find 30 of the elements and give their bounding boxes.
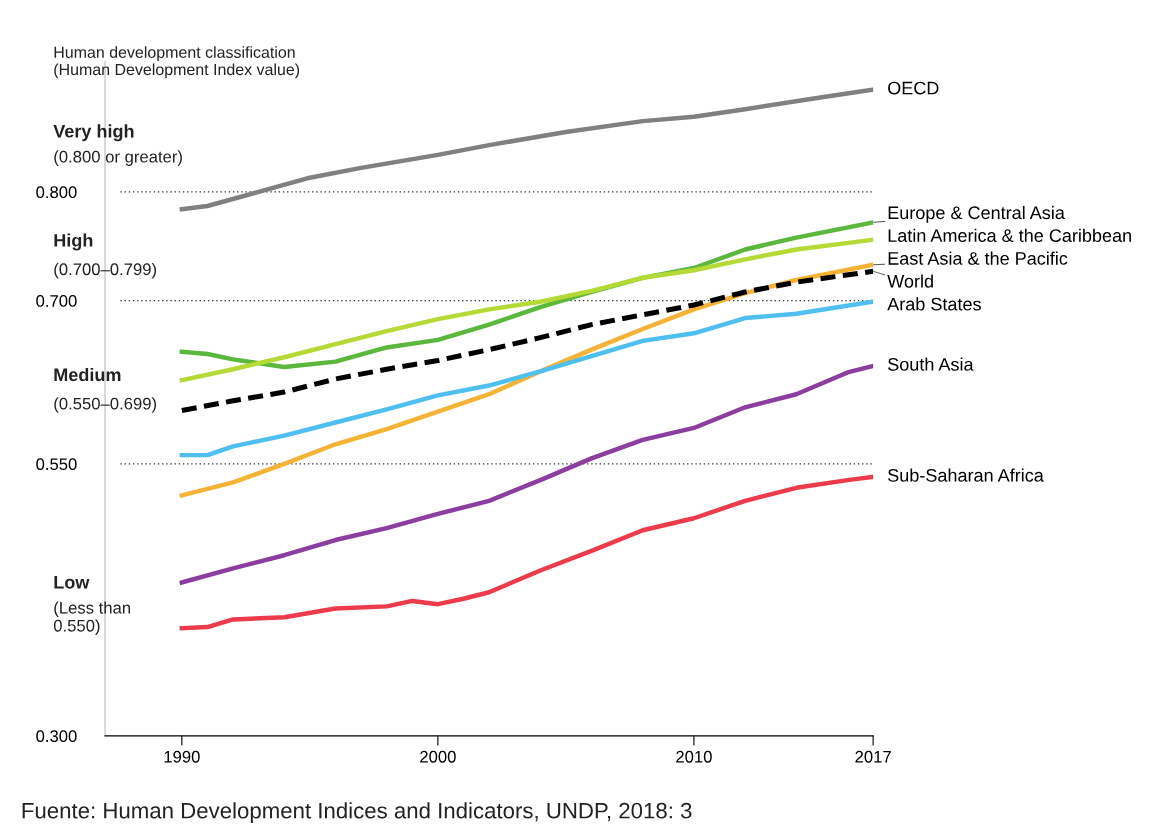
text: Low <box>54 576 90 589</box>
annotation: Human development classification (Human Development Index value) <box>54 46 300 79</box>
y-tick-label: 0.700 <box>36 295 77 307</box>
line-series <box>179 474 874 631</box>
y-tick-label: 0.300 <box>36 730 77 743</box>
x-tick-label: 2017 <box>855 750 891 763</box>
series-label: East Asia & the Pacific <box>888 251 1068 265</box>
annotation: (Less than 0.550) <box>53 601 131 635</box>
annotation: (0.550–0.699) <box>54 397 157 413</box>
y-tick-label: 0.550 <box>36 458 77 471</box>
annotation: (0.800 or greater) <box>54 150 182 166</box>
series-label: OECD <box>888 81 939 95</box>
series-label: Sub-Saharan Africa <box>888 468 1044 482</box>
series-label: Europe & Central Asia <box>888 205 1065 223</box>
x-tick-label: 1990 <box>164 750 200 763</box>
series-label: World <box>887 274 933 288</box>
source-note: Fuente: Human Development Indices and Indicators, UNDP, 2018: 3 <box>22 802 692 823</box>
series-label: Latin America & the Caribbean <box>888 228 1131 242</box>
series-label: Arab States <box>887 297 981 311</box>
line-series <box>179 237 874 383</box>
annotation: Medium <box>54 367 121 382</box>
annotation: (0.700–0.799) <box>54 262 157 279</box>
series-label: South Asia <box>888 357 974 371</box>
text: High <box>54 233 93 251</box>
x-tick-label: 2010 <box>676 750 712 763</box>
x-tick-label: 2000 <box>420 750 456 763</box>
y-tick-label: 0.800 <box>36 186 77 199</box>
line-series <box>179 363 874 585</box>
line-series <box>179 299 874 458</box>
annotation: Very high <box>53 124 134 142</box>
